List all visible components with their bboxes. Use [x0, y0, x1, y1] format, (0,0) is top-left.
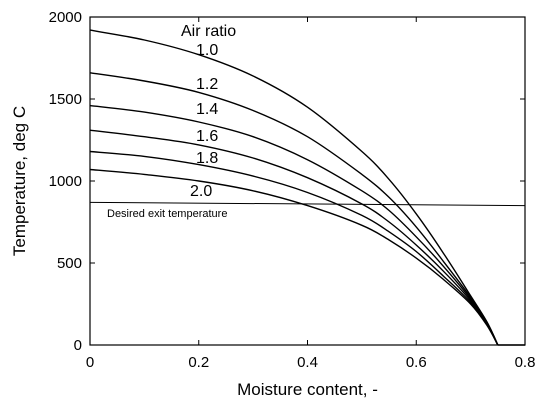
series-label-air-ratio-1-0: 1.0: [196, 42, 218, 59]
series-line-air-ratio-2-0: [89, 168, 499, 346]
y-tick-label: 500: [57, 255, 82, 272]
y-tick-label: 1000: [49, 173, 82, 190]
x-axis-label: Moisture content, -: [237, 380, 378, 399]
x-tick-label: 0.6: [406, 354, 427, 371]
series-line-air-ratio-1-4: [89, 104, 499, 346]
series-label-air-ratio-1-8: 1.8: [196, 150, 218, 167]
y-tick-label: 1500: [49, 91, 82, 108]
series-label-air-ratio-1-4: 1.4: [196, 101, 218, 118]
y-tick-label: 0: [74, 337, 82, 354]
series-line-air-ratio-1-8: [89, 150, 499, 346]
series-label-air-ratio-1-6: 1.6: [196, 128, 218, 145]
y-axis-label: Temperature, deg C: [10, 106, 29, 256]
x-tick-label: 0.8: [515, 354, 536, 371]
x-tick-label: 0.2: [188, 354, 209, 371]
desired-exit-temperature-label: Desired exit temperature: [107, 208, 227, 220]
air-ratio-title: Air ratio: [181, 23, 236, 40]
series-line-air-ratio-1-2: [89, 72, 499, 346]
x-tick-label: 0: [86, 354, 94, 371]
series-line-air-ratio-1-0: [89, 29, 499, 346]
series-label-air-ratio-1-2: 1.2: [196, 76, 218, 93]
desired-exit-temperature-line: [89, 201, 526, 207]
plot-area: [89, 16, 526, 346]
series-line-air-ratio-1-6: [89, 129, 499, 346]
x-tick-label: 0.4: [297, 354, 318, 371]
y-tick-label: 2000: [49, 9, 82, 26]
series-label-air-ratio-2-0: 2.0: [190, 183, 212, 200]
